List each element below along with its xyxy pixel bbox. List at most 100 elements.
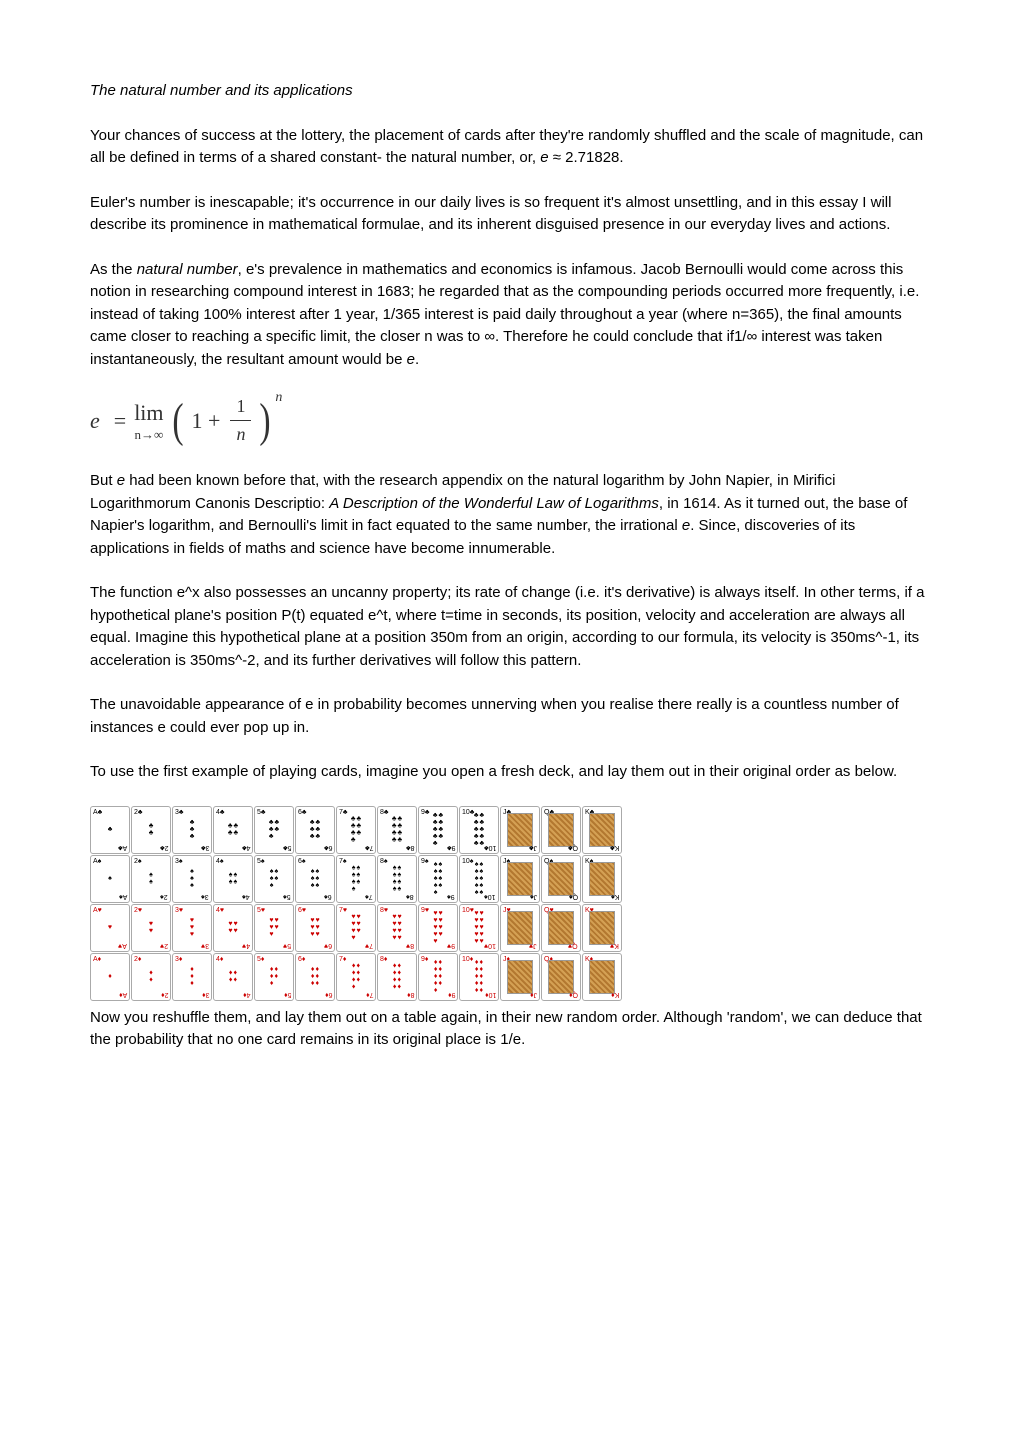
paragraph-1: Your chances of success at the lottery, … xyxy=(90,125,930,170)
card-corner-top: 4♠ xyxy=(216,858,250,865)
pip-icon: ♣ xyxy=(149,830,154,836)
card-corner-top: 2♥ xyxy=(134,907,168,914)
card-8-spades: 8♠♠♠♠♠♠♠♠♠8♠ xyxy=(377,855,417,903)
card-center: ♥ xyxy=(108,925,112,931)
pip-icon: ♣ xyxy=(351,837,356,843)
p1-e: e xyxy=(540,149,548,166)
card-corner-bottom: 9♠ xyxy=(447,893,455,900)
pip-icon: ♦ xyxy=(393,984,397,990)
pip-icon: ♥ xyxy=(439,932,443,938)
pip-icon: ♥ xyxy=(275,925,279,931)
card-center: ♦♦♦♦♦♦♦♦ xyxy=(393,963,401,990)
card-5-clubs: 5♣♣♣♣♣♣5♣ xyxy=(254,806,294,854)
pip-icon: ♥ xyxy=(357,928,361,934)
card-corner-bottom: 2♣ xyxy=(160,844,169,851)
pip-icon: ♦ xyxy=(398,984,402,990)
card-corner-bottom: J♣ xyxy=(529,844,537,851)
card-center: ♣ xyxy=(108,827,113,833)
p3b: natural number xyxy=(137,261,238,278)
card-center xyxy=(548,813,574,847)
pip-icon: ♣ xyxy=(228,830,233,836)
card-center: ♦♦♦♦ xyxy=(229,970,237,983)
pip-icon: ♦ xyxy=(311,981,315,987)
pip-icon: ♣ xyxy=(108,827,113,833)
paragraph-4: But e had been known before that, with t… xyxy=(90,470,930,560)
pip-icon: ♥ xyxy=(316,932,320,938)
card-corner-bottom: 2♥ xyxy=(160,942,168,949)
card-K-spades: K♠K♠ xyxy=(582,855,622,903)
formula-limit: lim n→∞ xyxy=(134,396,163,445)
paragraph-5: The function e^x also possesses an uncan… xyxy=(90,582,930,672)
pip-icon: ♣ xyxy=(357,830,362,836)
card-corner-top: A♥ xyxy=(93,907,127,914)
card-corner-top: 3♥ xyxy=(175,907,209,914)
card-9-diamonds: 9♦♦♦♦♦♦♦♦♦♦9♦ xyxy=(418,953,458,1001)
pip-icon: ♥ xyxy=(392,935,396,941)
p4f: e xyxy=(682,517,690,534)
card-corner-top: 4♦ xyxy=(216,956,250,963)
card-center: ♥♥♥♥ xyxy=(228,921,237,934)
pip-icon: ♠ xyxy=(439,883,443,889)
card-corner-top: 3♦ xyxy=(175,956,209,963)
card-center: ♠♠♠♠♠♠♠♠♠ xyxy=(434,862,442,896)
card-6-spades: 6♠♠♠♠♠♠♠6♠ xyxy=(295,855,335,903)
card-4-spades: 4♠♠♠♠♠4♠ xyxy=(213,855,253,903)
p1-text: Your chances of success at the lottery, … xyxy=(90,127,923,167)
card-J-spades: J♠J♠ xyxy=(500,855,540,903)
pip-icon: ♠ xyxy=(316,883,320,889)
card-corner-top: 2♦ xyxy=(134,956,168,963)
card-corner-top: 5♠ xyxy=(257,858,291,865)
card-center xyxy=(507,813,533,847)
card-corner-top: A♠ xyxy=(93,858,127,865)
card-corner-top: 6♦ xyxy=(298,956,332,963)
card-corner-bottom: A♠ xyxy=(119,893,127,900)
pip-icon: ♠ xyxy=(398,886,402,892)
card-corner-bottom: 8♠ xyxy=(406,893,414,900)
card-2-hearts: 2♥♥♥2♥ xyxy=(131,904,171,952)
card-corner-bottom: 9♦ xyxy=(448,991,455,998)
pip-icon: ♦ xyxy=(275,974,279,980)
card-center: ♣♣♣♣♣♣♣♣♣ xyxy=(433,813,443,847)
card-A-hearts: A♥♥A♥ xyxy=(90,904,130,952)
card-6-hearts: 6♥♥♥♥♥♥♥6♥ xyxy=(295,904,335,952)
pip-icon: ♠ xyxy=(393,886,397,892)
card-center: ♣♣♣ xyxy=(190,820,195,840)
card-corner-bottom: Q♣ xyxy=(568,844,578,851)
card-center: ♣♣♣♣♣ xyxy=(269,820,279,840)
card-center: ♥♥♥♥♥♥♥ xyxy=(351,914,360,941)
p3d: e xyxy=(407,351,415,368)
pip-icon: ♦ xyxy=(475,988,479,994)
formula-lparen: ( xyxy=(172,400,183,442)
card-center xyxy=(589,911,615,945)
card-5-diamonds: 5♦♦♦♦♦♦5♦ xyxy=(254,953,294,1001)
pip-icon: ♠ xyxy=(352,886,356,892)
pip-icon: ♥ xyxy=(149,928,153,934)
card-center: ♠♠♠♠♠♠ xyxy=(311,869,319,889)
formula-one-plus: 1 + xyxy=(192,404,221,437)
card-corner-bottom: K♦ xyxy=(611,991,619,998)
card-9-clubs: 9♣♣♣♣♣♣♣♣♣♣9♣ xyxy=(418,806,458,854)
card-center xyxy=(548,911,574,945)
formula-lim-sub: n→∞ xyxy=(134,425,163,445)
card-center: ♥♥♥♥♥♥♥♥ xyxy=(392,914,401,941)
card-center: ♣♣♣♣♣♣♣♣♣♣ xyxy=(474,813,484,847)
card-Q-spades: Q♠Q♠ xyxy=(541,855,581,903)
p1-approx: ≈ 2.71828. xyxy=(549,149,624,166)
card-center: ♠♠♠♠♠♠♠♠♠♠ xyxy=(475,862,483,896)
pip-icon: ♣ xyxy=(316,834,321,840)
card-5-spades: 5♠♠♠♠♠♠5♠ xyxy=(254,855,294,903)
card-corner-bottom: 2♦ xyxy=(161,991,168,998)
pip-icon: ♠ xyxy=(234,879,238,885)
card-8-hearts: 8♥♥♥♥♥♥♥♥♥8♥ xyxy=(377,904,417,952)
card-row-hearts: A♥♥A♥2♥♥♥2♥3♥♥♥♥3♥4♥♥♥♥♥4♥5♥♥♥♥♥♥5♥6♥♥♥♥… xyxy=(90,904,630,952)
card-corner-bottom: 10♣ xyxy=(484,844,496,851)
pip-icon: ♦ xyxy=(149,977,153,983)
p4a: But xyxy=(90,472,117,489)
card-corner-bottom: 10♥ xyxy=(484,942,496,949)
pip-icon: ♦ xyxy=(352,984,356,990)
paragraph-3: As the natural number, e's prevalence in… xyxy=(90,259,930,372)
pip-icon: ♠ xyxy=(270,883,274,889)
card-corner-bottom: 7♠ xyxy=(365,893,373,900)
card-8-clubs: 8♣♣♣♣♣♣♣♣♣8♣ xyxy=(377,806,417,854)
card-corner-bottom: 7♥ xyxy=(365,942,373,949)
